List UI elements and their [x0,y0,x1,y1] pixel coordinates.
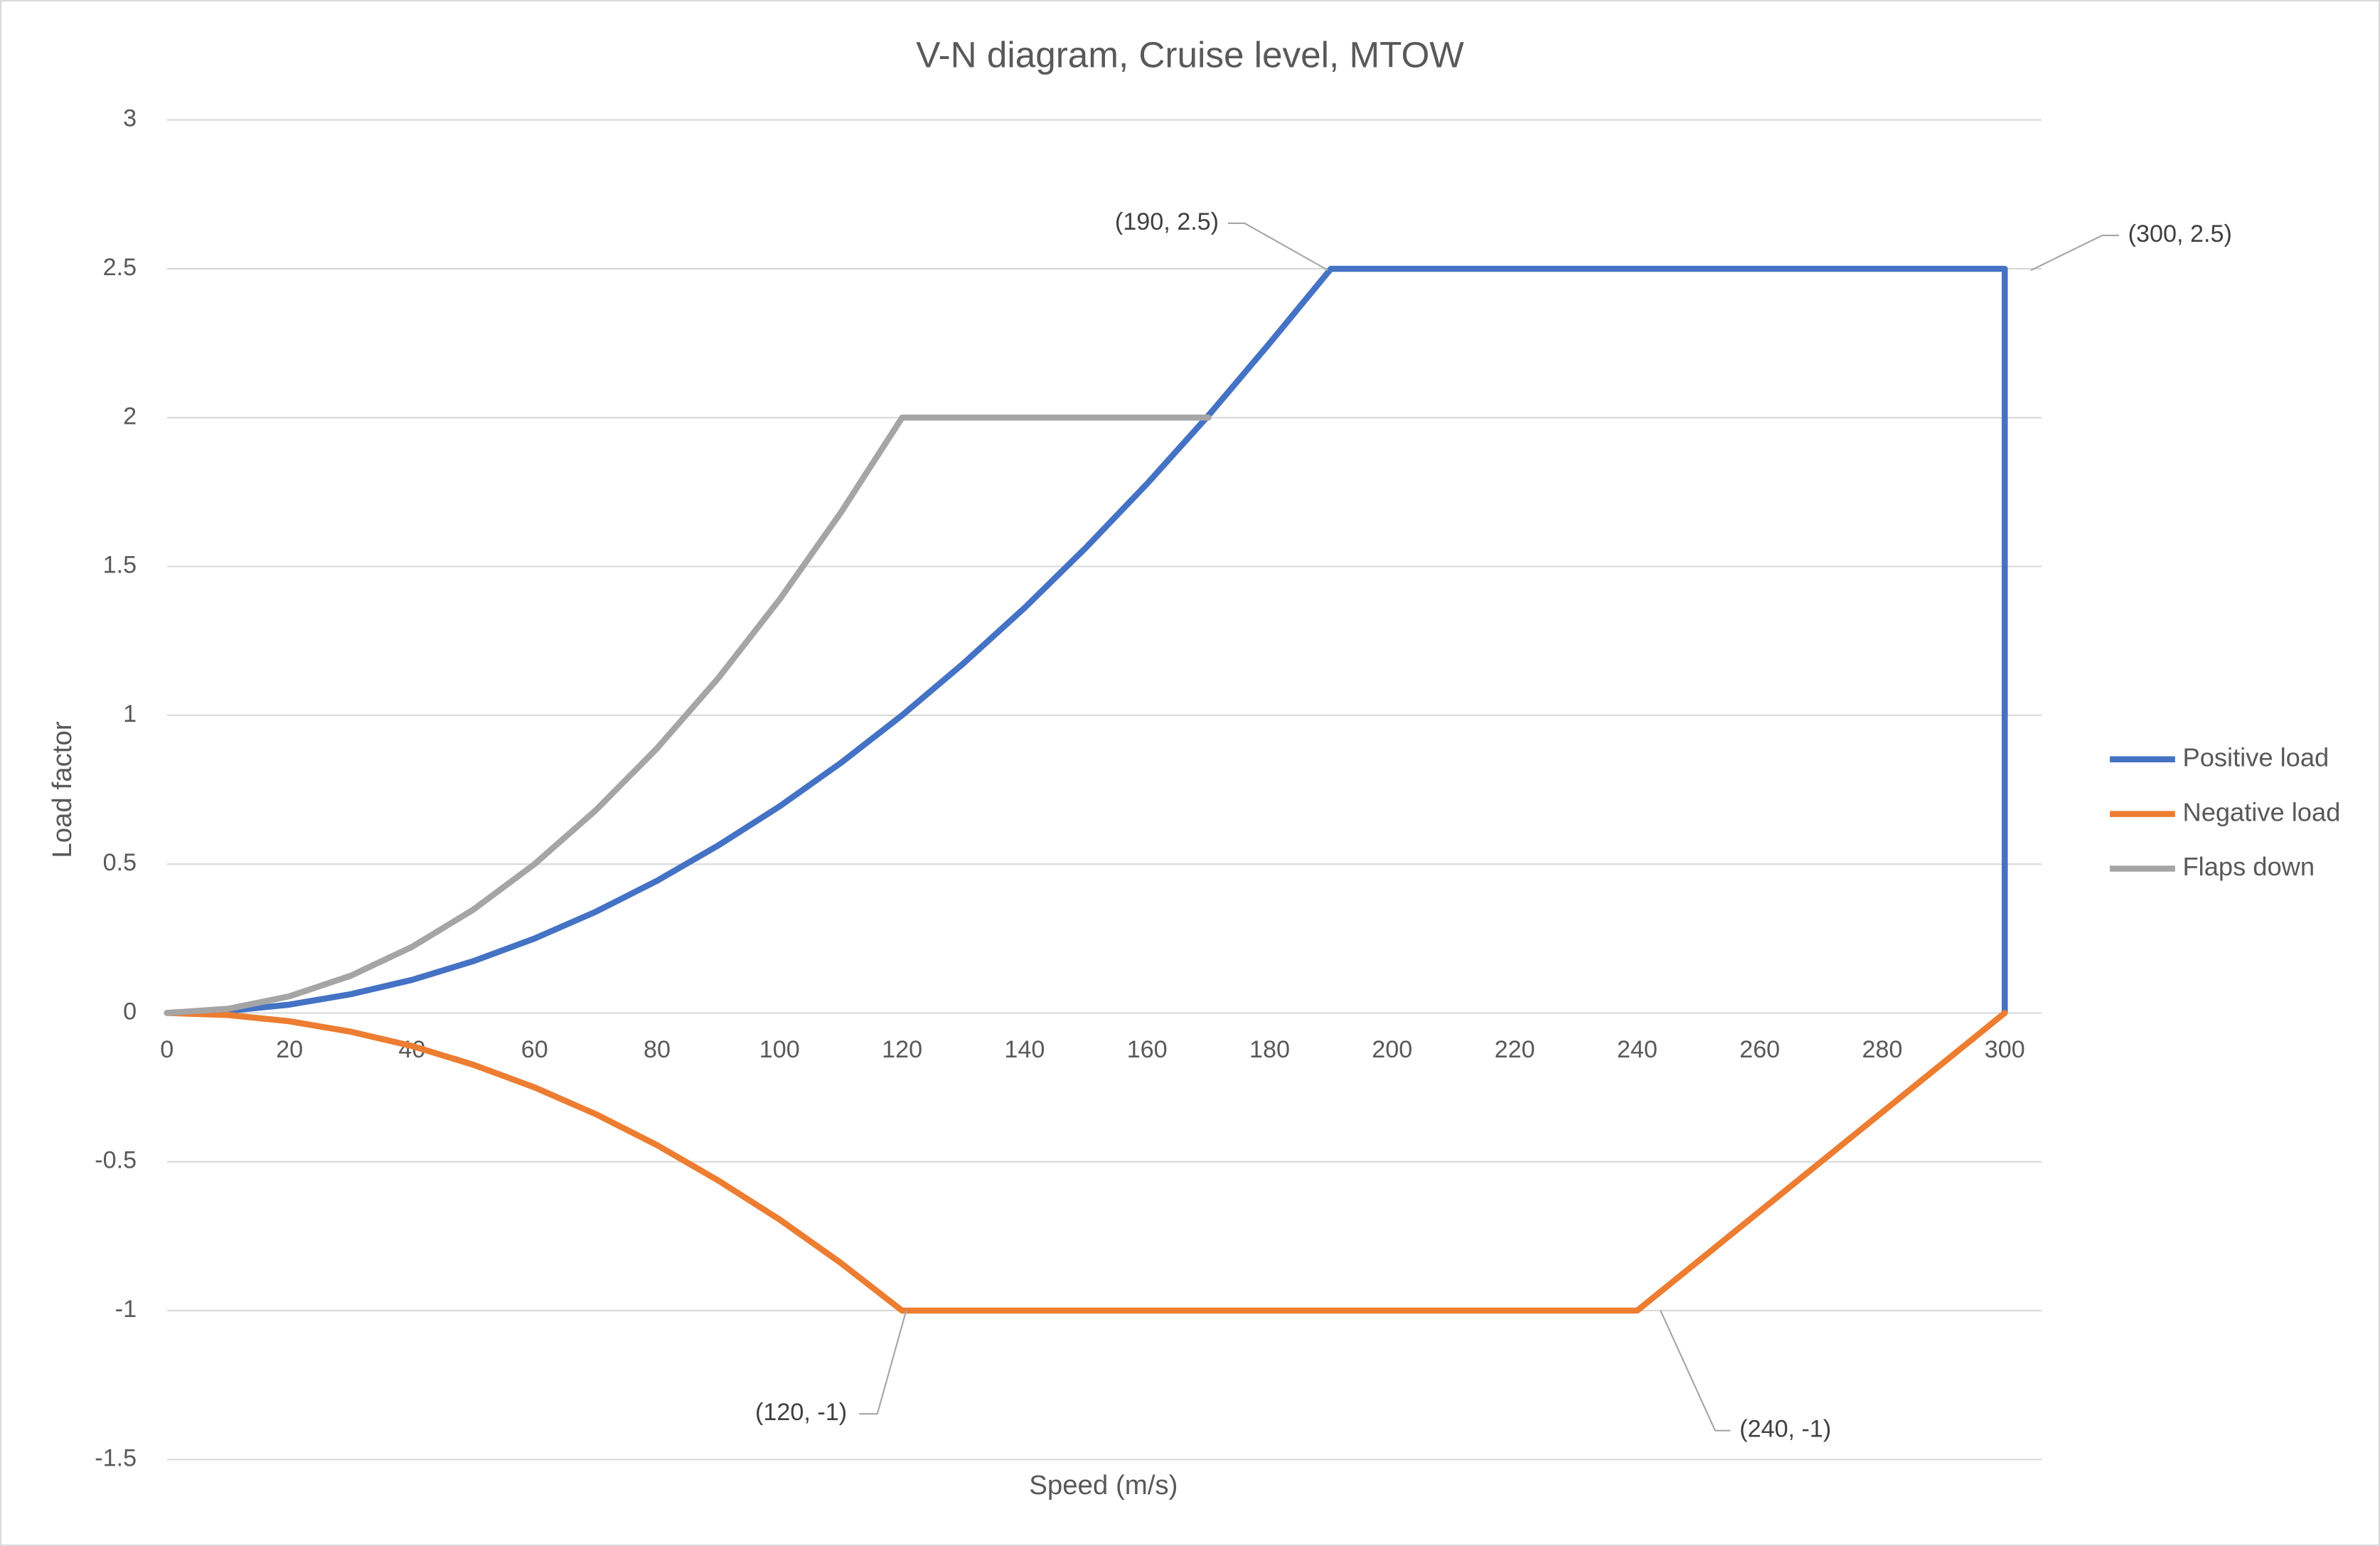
series-line [164,265,2008,1016]
y-tick-label: 2.5 [103,254,137,281]
x-tick-label: 120 [882,1036,922,1063]
annotation: (190, 2.5) [1115,208,1219,235]
x-axis-label: Speed (m/s) [1029,1470,1178,1500]
x-tick-label: 80 [644,1036,671,1063]
x-tick-label: 280 [1862,1036,1903,1063]
annotation-leader [1227,222,1329,272]
annotation: (240, -1) [1739,1416,1831,1443]
legend-label: Flaps down [2183,852,2315,881]
y-tick-label: -1 [115,1296,137,1323]
y-tick-label: -0.5 [95,1147,137,1174]
x-tick-label: 140 [1004,1036,1045,1063]
series-line [164,415,1212,1016]
x-tick-label: 200 [1372,1036,1412,1063]
x-tick-label: 300 [1985,1036,2025,1063]
x-tick-label: 0 [160,1036,174,1063]
y-tick-label: -1.5 [95,1444,137,1471]
y-axis-label: Load factor [47,721,78,858]
y-tick-label: 0.5 [103,849,137,876]
annotation-leader [859,1310,907,1415]
x-tick-label: 100 [759,1036,800,1063]
x-tick-label: 60 [521,1036,548,1063]
annotation-leader [2030,234,2119,272]
x-tick-label: 20 [276,1036,303,1063]
legend-label: Negative load [2183,797,2341,826]
x-tick-label: 180 [1249,1036,1290,1063]
y-tick-label: 3 [123,105,137,132]
x-tick-label: 220 [1495,1036,1535,1063]
annotation-leader [1660,1310,1731,1432]
x-tick-label: 260 [1739,1036,1780,1063]
y-tick-label: 0 [123,998,137,1025]
annotation: (300, 2.5) [2128,220,2232,247]
chart-title: V-N diagram, Cruise level, MTOW [916,35,1464,75]
series-line [164,1010,2008,1314]
x-tick-label: 160 [1127,1036,1168,1063]
y-tick-label: 2 [123,403,137,430]
legend-label: Positive load [2183,742,2330,772]
x-tick-label: 240 [1617,1036,1658,1063]
annotation: (120, -1) [755,1399,847,1426]
y-tick-label: 1 [123,700,137,727]
y-tick-label: 1.5 [103,552,137,579]
